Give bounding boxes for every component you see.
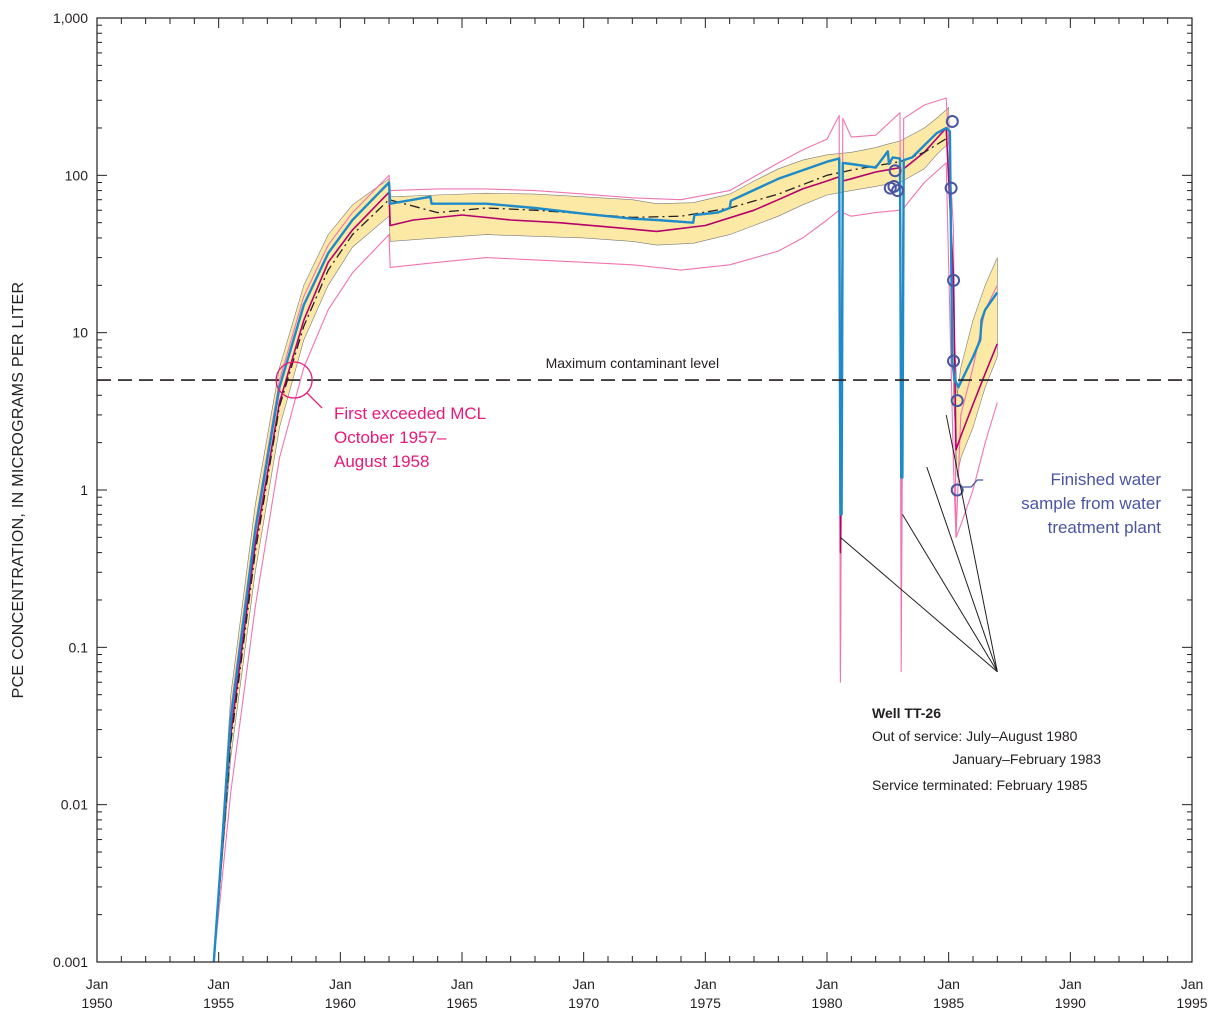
sample-circle bbox=[950, 483, 964, 497]
x-tick-label-month: Jan bbox=[1181, 976, 1204, 992]
x-tick-label-month: Jan bbox=[86, 976, 109, 992]
well-text-line: Out of service: July–August 1980 bbox=[872, 728, 1078, 744]
blue-series-line bbox=[212, 126, 999, 963]
finished-water-text-line: treatment plant bbox=[1048, 518, 1162, 537]
x-tick-label-month: Jan bbox=[451, 976, 474, 992]
dashdot-series-line bbox=[213, 136, 950, 963]
finished-water-samples bbox=[883, 114, 964, 497]
sample-circle bbox=[888, 164, 902, 178]
x-tick-label-month: Jan bbox=[1059, 976, 1082, 992]
y-tick-label: 1,000 bbox=[53, 10, 88, 26]
well-leader-line bbox=[945, 414, 998, 672]
y-axis-ticks: 1,000 100 10 1 0.1 0.01 0.001 bbox=[53, 10, 1192, 970]
mcl-exceed-circle bbox=[275, 361, 313, 399]
well-leader-line bbox=[926, 466, 998, 672]
y-tick-label: 100 bbox=[65, 167, 89, 183]
series-layer bbox=[212, 97, 999, 963]
x-axis-ticks: Jan 1950 Jan 1955 Jan 1960 Jan 1965 Jan 1970 Jan 19… bbox=[81, 18, 1208, 1011]
x-tick-label-year: 1970 bbox=[568, 995, 599, 1011]
x-tick-label-year: 1985 bbox=[933, 995, 964, 1011]
well-leader-line bbox=[840, 536, 998, 673]
finished-water-text-line: Finished water bbox=[1050, 470, 1161, 489]
x-tick-label-year: 1980 bbox=[811, 995, 842, 1011]
mcl-layer: Maximum contaminant level bbox=[97, 355, 1192, 381]
mcl-exceed-text-line: August 1958 bbox=[334, 452, 429, 471]
well-text-line: Service terminated: February 1985 bbox=[872, 777, 1088, 793]
x-tick-label-year: 1965 bbox=[446, 995, 477, 1011]
uncertainty-band-layer bbox=[213, 106, 998, 963]
y-tick-label: 0.1 bbox=[69, 639, 89, 655]
x-tick-label-month: Jan bbox=[329, 976, 352, 992]
x-tick-label-year: 1950 bbox=[81, 995, 112, 1011]
mcl-exceed-text-line: October 1957– bbox=[334, 428, 447, 447]
x-tick-label-year: 1975 bbox=[690, 995, 721, 1011]
y-axis-title: PCE CONCENTRATION, IN MICROGRAMS PER LIT… bbox=[10, 282, 27, 699]
pink-bound-line bbox=[213, 97, 998, 963]
y-tick-label: 10 bbox=[72, 325, 88, 341]
well-title: Well TT-26 bbox=[872, 705, 941, 721]
x-tick-label-year: 1995 bbox=[1176, 995, 1207, 1011]
x-tick-label-month: Jan bbox=[816, 976, 839, 992]
x-tick-label-year: 1960 bbox=[325, 995, 356, 1011]
x-tick-label-month: Jan bbox=[694, 976, 717, 992]
x-tick-label-month: Jan bbox=[572, 976, 595, 992]
magenta-series-line bbox=[213, 127, 999, 963]
sample-circle bbox=[947, 354, 961, 368]
x-tick-label-month: Jan bbox=[207, 976, 230, 992]
annotations-layer: First exceeded MCL October 1957– August 19… bbox=[275, 361, 1162, 793]
finished-water-text-line: sample from water bbox=[1021, 494, 1161, 513]
sample-circle bbox=[891, 184, 905, 198]
x-tick-label-month: Jan bbox=[937, 976, 960, 992]
x-tick-label-year: 1955 bbox=[203, 995, 234, 1011]
mcl-exceed-leader bbox=[306, 392, 323, 409]
sample-circle bbox=[944, 181, 958, 195]
well-text-line: January–February 1983 bbox=[952, 751, 1101, 767]
y-tick-label: 0.01 bbox=[61, 797, 88, 813]
sample-circle bbox=[945, 114, 959, 128]
mcl-label: Maximum contaminant level bbox=[546, 355, 720, 371]
well-leader-line bbox=[902, 514, 998, 672]
mcl-exceed-text-line: First exceeded MCL bbox=[334, 404, 486, 423]
x-tick-label-year: 1990 bbox=[1055, 995, 1086, 1011]
sample-circle bbox=[947, 273, 961, 287]
sample-circle bbox=[950, 394, 964, 408]
y-tick-label: 0.001 bbox=[53, 954, 88, 970]
y-tick-label: 1 bbox=[80, 482, 88, 498]
finished-water-leader bbox=[963, 479, 984, 488]
pink-bound-line bbox=[213, 162, 998, 963]
uncertainty-band bbox=[213, 106, 998, 963]
